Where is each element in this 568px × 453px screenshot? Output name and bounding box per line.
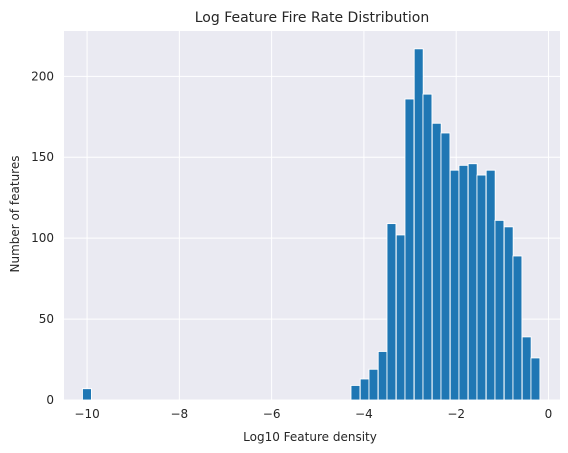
- histogram-bar: [503, 226, 514, 401]
- histogram-bar: [82, 388, 92, 401]
- y-tick-labels: 0 50 100 150 200: [31, 69, 54, 407]
- histogram-bar: [485, 169, 496, 401]
- y-tick-label: 150: [31, 150, 54, 164]
- histogram-bar: [449, 169, 460, 401]
- histogram-bar: [386, 223, 397, 401]
- x-tick-label: −2: [447, 407, 465, 421]
- histogram-bar: [422, 93, 433, 401]
- histogram-bar: [431, 122, 442, 401]
- histogram-bar: [350, 384, 361, 401]
- x-tick-label: −8: [170, 407, 188, 421]
- histogram-bar: [512, 255, 523, 401]
- histogram-bar: [368, 368, 379, 401]
- y-tick-label: 100: [31, 231, 54, 245]
- chart-title: Log Feature Fire Rate Distribution: [195, 10, 429, 26]
- histogram-bar: [395, 234, 406, 401]
- histogram-bar: [440, 132, 451, 401]
- x-tick-label: −4: [355, 407, 373, 421]
- x-tick-labels: −10 −8 −6 −4 −2 0: [74, 407, 552, 421]
- histogram-bar: [494, 219, 505, 401]
- y-tick-label: 0: [46, 393, 54, 407]
- x-tick-label: −10: [74, 407, 99, 421]
- histogram-bar: [377, 350, 388, 401]
- y-axis-label: Number of features: [8, 156, 22, 273]
- histogram-bar: [413, 48, 424, 401]
- y-tick-label: 200: [31, 69, 54, 83]
- histogram-bar: [530, 357, 541, 401]
- histogram-bar: [458, 164, 469, 401]
- histogram-bar: [404, 98, 415, 401]
- x-tick-label: 0: [545, 407, 553, 421]
- histogram-bar: [521, 336, 532, 401]
- histogram-bar: [359, 378, 370, 401]
- x-tick-label: −6: [263, 407, 281, 421]
- histogram-bars: [82, 48, 541, 401]
- grid-lines: [64, 31, 560, 401]
- histogram-bar: [467, 163, 478, 401]
- y-tick-label: 50: [39, 312, 54, 326]
- histogram-bar: [476, 174, 487, 401]
- x-axis-label: Log10 Feature density: [243, 430, 377, 444]
